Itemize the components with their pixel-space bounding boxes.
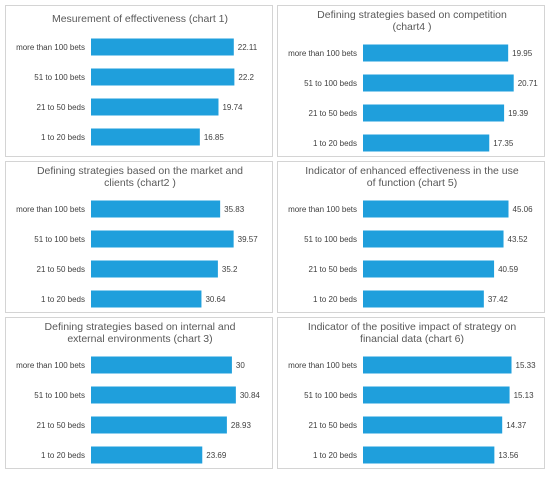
bar: [363, 356, 512, 374]
data-label: 17.35: [493, 139, 514, 148]
bar: [91, 230, 234, 248]
chart-title: Defining strategies based on internal an…: [45, 321, 236, 345]
data-label: 30: [236, 361, 245, 370]
category-label: 51 to 100 bets: [34, 235, 85, 244]
bar: [91, 356, 232, 374]
bar: [91, 98, 219, 116]
data-label: 15.13: [514, 391, 535, 400]
category-label: 51 to 100 bets: [34, 391, 85, 400]
bar: [91, 200, 221, 218]
bar-chart: Mesurement of effectiveness (chart 1) mor…: [16, 13, 258, 146]
category-label: more than 100 bets: [16, 361, 85, 370]
category-label: more than 100 bets: [288, 205, 357, 214]
data-label: 22.11: [238, 43, 258, 52]
category-label: 21 to 50 beds: [37, 265, 85, 274]
bar: [363, 446, 495, 464]
data-label: 35.83: [224, 205, 245, 214]
category-label: 21 to 50 beds: [37, 421, 85, 430]
chart-panel-3: Defining strategies based on internal an…: [5, 317, 273, 469]
category-label: more than 100 bets: [16, 43, 85, 52]
data-label: 16.85: [204, 133, 225, 142]
chart-title: Indicator of enhanced effectiveness in t…: [305, 165, 519, 189]
bar: [91, 38, 234, 56]
bar-chart: Indicator of enhanced effectiveness in t…: [288, 165, 534, 308]
data-label: 30.84: [240, 391, 261, 400]
data-label: 19.39: [508, 109, 529, 118]
bar: [91, 416, 227, 434]
bar: [363, 416, 503, 434]
bar: [91, 68, 235, 86]
bar: [363, 260, 495, 278]
chart-panel-4: Defining strategies based on competition…: [277, 5, 545, 157]
bar: [363, 104, 505, 122]
chart-title: Mesurement of effectiveness (chart 1): [52, 13, 228, 25]
bar: [91, 260, 218, 278]
bar: [363, 290, 484, 308]
bar-chart: Defining strategies based on internal an…: [16, 321, 261, 464]
chart-title: Defining strategies based on competition…: [317, 9, 507, 33]
bar: [363, 200, 509, 218]
bar: [91, 446, 203, 464]
category-label: 21 to 50 beds: [309, 265, 357, 274]
bar: [363, 74, 514, 92]
bar: [363, 134, 490, 152]
data-label: 13.56: [498, 451, 519, 460]
data-label: 14.37: [506, 421, 527, 430]
chart-panel-1: Mesurement of effectiveness (chart 1) mor…: [5, 5, 273, 157]
data-label: 20.71: [518, 79, 539, 88]
category-label: 21 to 50 beds: [309, 109, 357, 118]
data-label: 35.2: [222, 265, 238, 274]
data-label: 22.2: [238, 73, 254, 82]
data-label: 43.52: [508, 235, 529, 244]
category-label: 1 to 20 beds: [313, 139, 357, 148]
category-label: 21 to 50 beds: [37, 103, 85, 112]
category-label: 51 to 100 bets: [34, 73, 85, 82]
category-label: 1 to 20 beds: [41, 133, 85, 142]
category-label: 21 to 50 beds: [309, 421, 357, 430]
bar-chart: Defining strategies based on the market …: [16, 165, 259, 308]
data-label: 37.42: [488, 295, 509, 304]
data-label: 19.95: [512, 49, 533, 58]
bar-chart: Defining strategies based on competition…: [288, 9, 539, 152]
category-label: 1 to 20 beds: [313, 451, 357, 460]
bar-chart: Indicator of the positive impact of stra…: [288, 321, 537, 464]
data-label: 15.33: [516, 361, 537, 370]
category-label: more than 100 bets: [288, 361, 357, 370]
category-label: 1 to 20 beds: [41, 451, 85, 460]
bar: [91, 128, 200, 146]
chart-panel-2: Defining strategies based on the market …: [5, 161, 273, 313]
category-label: more than 100 bets: [288, 49, 357, 58]
data-label: 28.93: [231, 421, 252, 430]
category-label: 1 to 20 beds: [41, 295, 85, 304]
bar: [363, 386, 510, 404]
bar: [363, 230, 504, 248]
data-label: 19.74: [222, 103, 243, 112]
chart-panel-5: Indicator of enhanced effectiveness in t…: [277, 161, 545, 313]
data-label: 40.59: [498, 265, 519, 274]
chart-panel-6: Indicator of the positive impact of stra…: [277, 317, 545, 469]
data-label: 30.64: [205, 295, 226, 304]
data-label: 45.06: [513, 205, 534, 214]
category-label: 51 to 100 beds: [304, 391, 357, 400]
chart-title: Indicator of the positive impact of stra…: [308, 321, 517, 345]
chart-title: Defining strategies based on the market …: [37, 165, 243, 189]
bar: [91, 386, 236, 404]
bar: [91, 290, 202, 308]
data-label: 23.69: [206, 451, 227, 460]
category-label: 51 to 100 beds: [304, 79, 357, 88]
data-label: 39.57: [238, 235, 259, 244]
category-label: 51 to 100 beds: [304, 235, 357, 244]
category-label: more than 100 bets: [16, 205, 85, 214]
category-label: 1 to 20 beds: [313, 295, 357, 304]
bar: [363, 44, 509, 62]
